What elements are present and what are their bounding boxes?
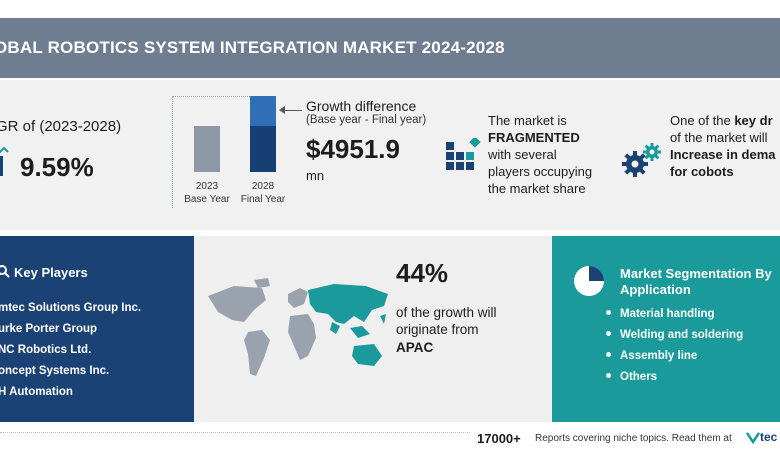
player-item: H Automation: [0, 386, 73, 398]
gears-icon: [622, 143, 661, 177]
segmentation-title: Market Segmentation By Application: [620, 266, 780, 298]
text-line-emphasis: FRAGMENTED: [488, 130, 580, 145]
player-item: NC Robotics Ltd.: [0, 344, 92, 356]
text-line: The market is: [488, 113, 567, 128]
bar-year: 2028: [251, 181, 275, 192]
text-span-emphasis: key dr: [734, 113, 773, 128]
segment-label: Material handling: [620, 308, 715, 320]
title-line: Market Segmentation By: [620, 266, 772, 281]
segment-item: Material handling: [606, 308, 715, 320]
growth-subtitle: (Base year - Final year): [306, 114, 427, 126]
text-line: with several: [488, 147, 557, 162]
divider: [0, 432, 470, 433]
report-count: 17000+: [477, 431, 521, 446]
key-driver-text: One of the key dr of the market will Inc…: [670, 112, 780, 180]
region-panel: [194, 236, 552, 422]
brand-logo[interactable]: tec: [760, 430, 778, 444]
segment-item: Assembly line: [606, 350, 697, 362]
segment-item: Welding and soldering: [606, 329, 743, 341]
market-fragmented-text: The market is FRAGMENTED with several pl…: [488, 112, 628, 197]
title-line: Application: [620, 282, 691, 297]
bullet-icon: [606, 373, 611, 379]
bar-2028-base: [250, 126, 276, 172]
key-players-title: Key Players: [14, 265, 88, 280]
text-line: of the market will: [670, 130, 768, 145]
text-line: One of the key dr: [670, 112, 780, 129]
bar-label-2023: 2023 Base Year: [175, 180, 239, 206]
segment-label: Assembly line: [620, 350, 698, 362]
player-item: urke Porter Group: [0, 323, 98, 335]
arrow-line: [282, 110, 302, 111]
bar-caption: Base Year: [184, 194, 230, 205]
bullet-icon: [606, 310, 611, 316]
segment-label: Welding and soldering: [620, 329, 744, 341]
region-name: APAC: [396, 340, 434, 355]
key-players-panel: [0, 236, 194, 422]
text-line-emphasis: Increase in dema: [670, 147, 776, 162]
segment-label: Others: [620, 371, 658, 383]
player-item: mtec Solutions Group Inc.: [0, 302, 142, 314]
bar-year: 2023: [195, 181, 219, 192]
growth-share-text: of the growth will originate from: [396, 305, 497, 337]
growth-value: $4951.9: [306, 134, 400, 164]
cagr-value: 9.59%: [20, 152, 94, 182]
player-item: oncept Systems Inc.: [0, 365, 110, 377]
growth-share-value: 44%: [396, 258, 449, 288]
fragmented-blocks-icon: [446, 138, 481, 170]
header-banner: OBAL ROBOTICS SYSTEM INTEGRATION MARKET …: [0, 18, 780, 78]
growth-chart-icon: [0, 146, 9, 176]
chart-guide-line: [172, 96, 173, 208]
growth-unit: mn: [306, 168, 325, 183]
text-span: One of the: [670, 113, 735, 128]
text-line: the market share: [488, 181, 586, 196]
bar-label-2028: 2028 Final Year: [231, 180, 295, 206]
text-line: players occupying: [488, 164, 593, 179]
cagr-label: GR of (2023-2028): [0, 118, 122, 135]
search-icon: [0, 265, 10, 278]
page-title: OBAL ROBOTICS SYSTEM INTEGRATION MARKET …: [0, 38, 505, 57]
bullet-icon: [606, 331, 611, 337]
growth-title: Growth difference: [306, 98, 417, 114]
chart-guide-line: [172, 96, 252, 97]
bar-2023: [194, 126, 220, 172]
text-line-emphasis: for cobots: [670, 164, 734, 179]
world-map-icon: [208, 278, 388, 376]
bar-caption: Final Year: [240, 194, 286, 205]
footer-text: Reports covering niche topics. Read them…: [535, 433, 732, 444]
bar-2028-increment: [250, 96, 276, 126]
footer: [0, 422, 780, 470]
segment-item: Others: [606, 371, 657, 383]
bullet-icon: [606, 352, 611, 358]
pie-chart-icon: [574, 266, 604, 296]
logo-icon: [746, 432, 760, 444]
